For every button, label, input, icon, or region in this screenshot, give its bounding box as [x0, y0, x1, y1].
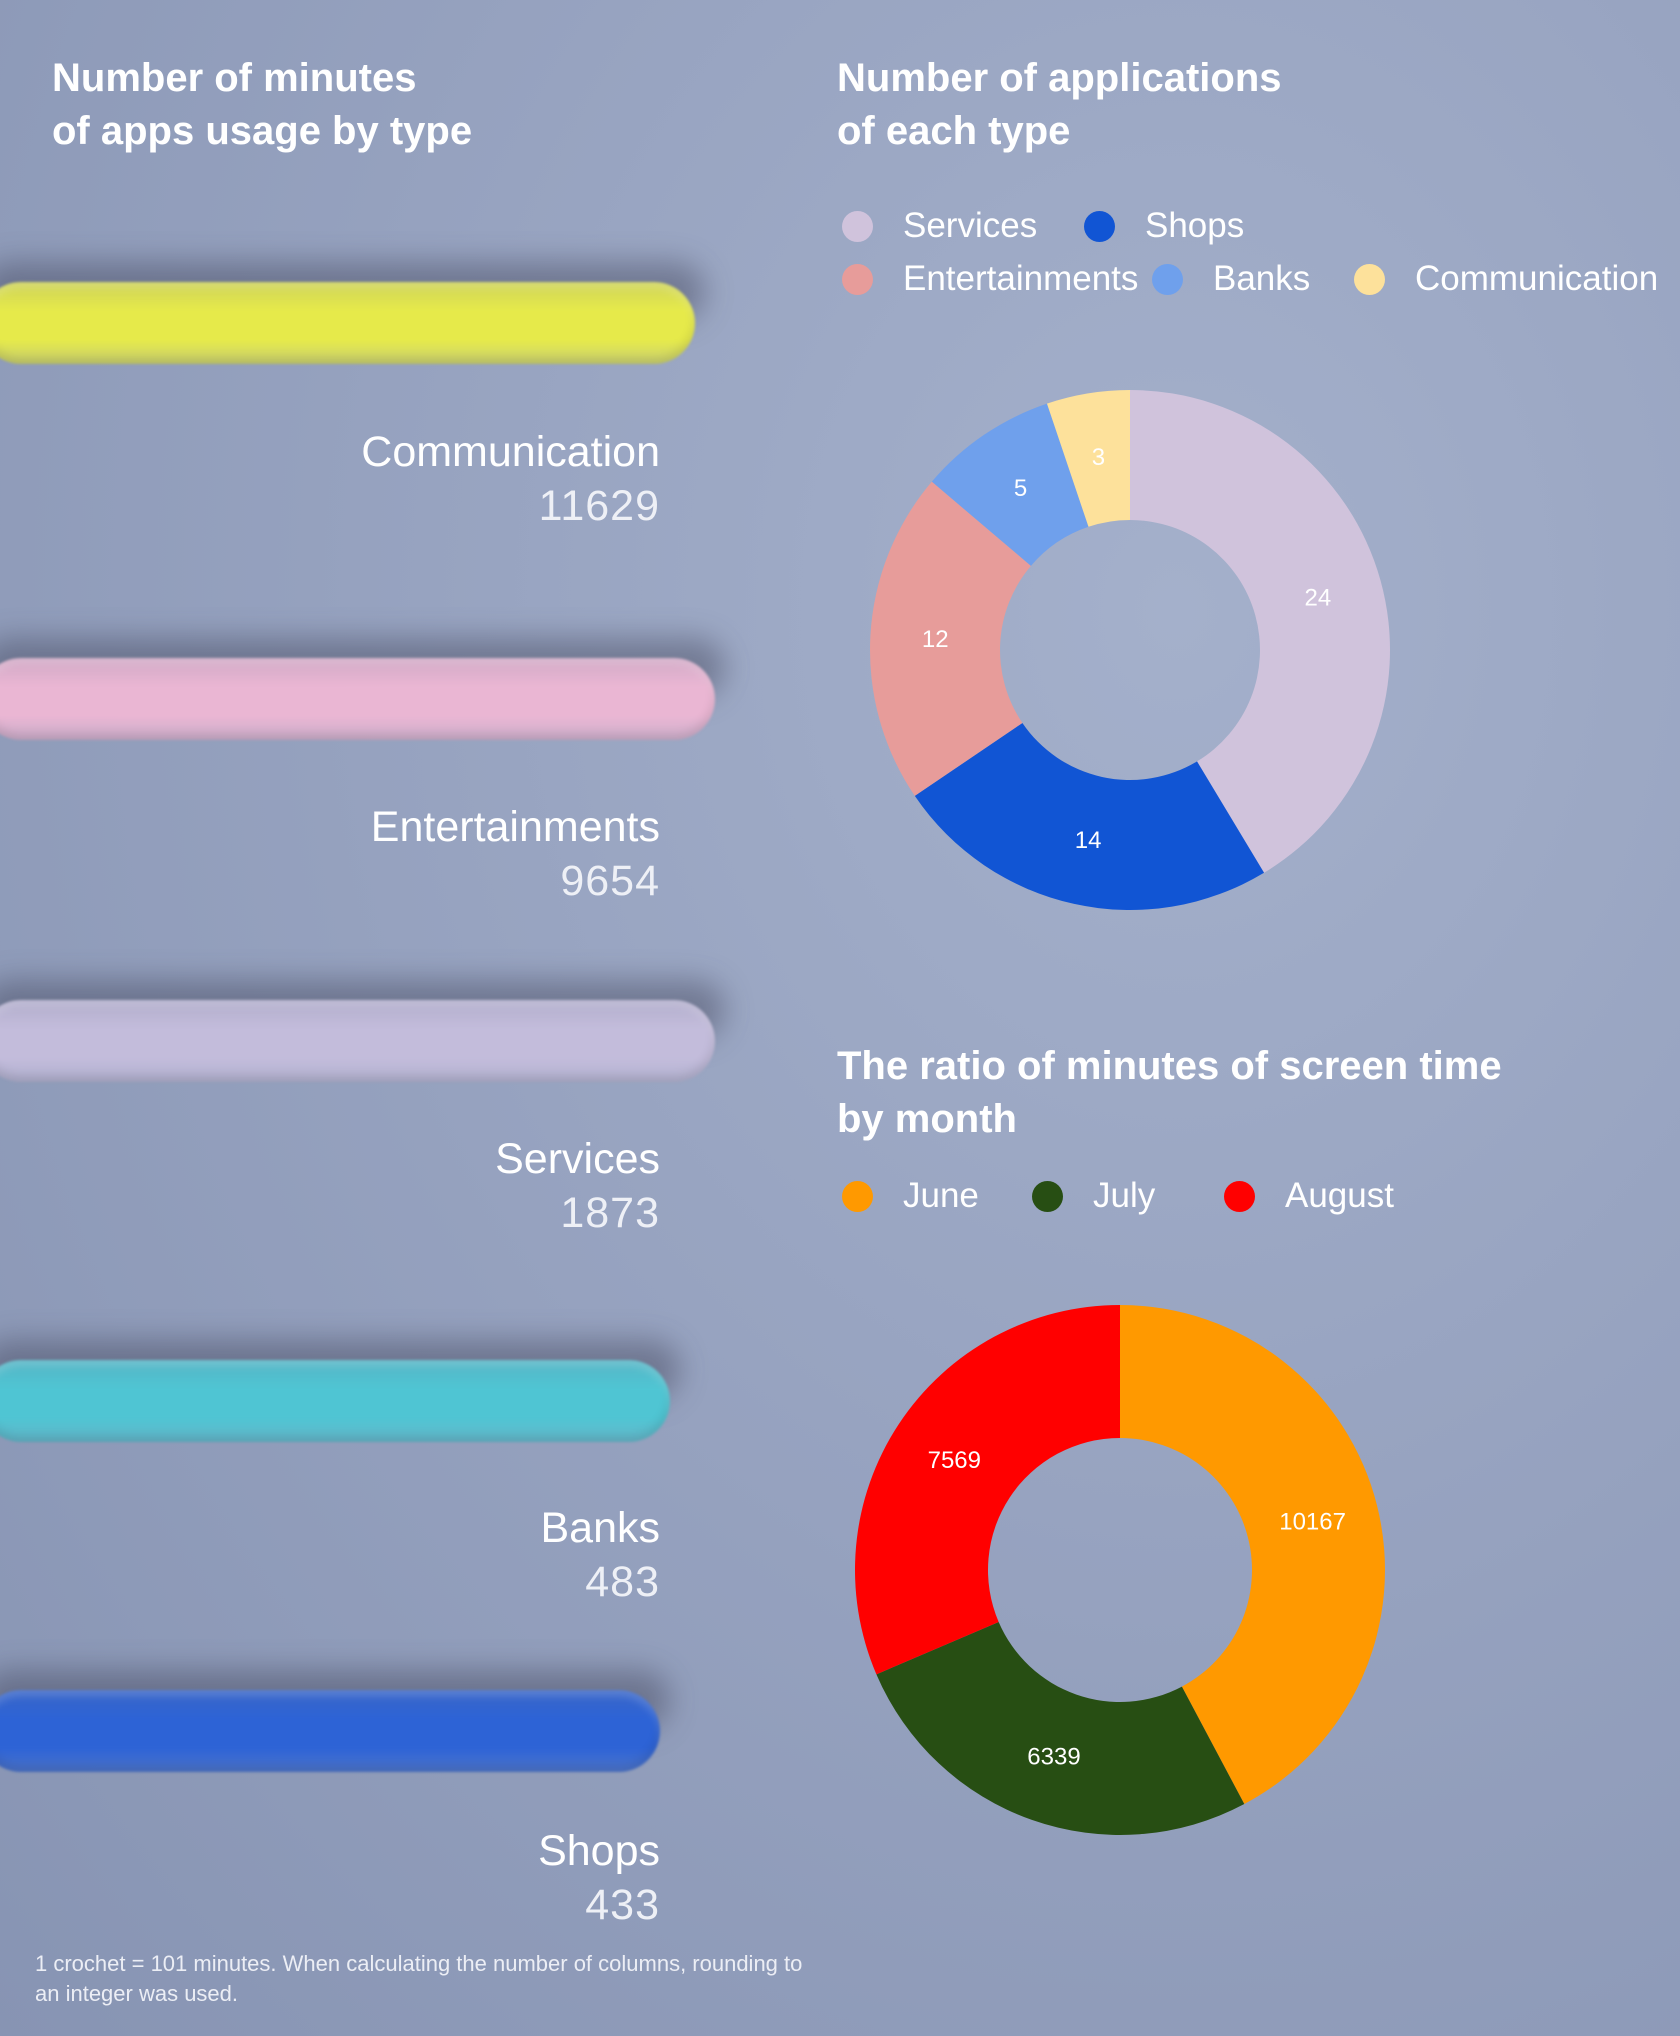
legend-label: Entertainments — [903, 259, 1139, 298]
pipe-bar-communication — [0, 282, 695, 364]
category-value: 433 — [585, 1881, 660, 1929]
legend-swatch — [842, 1180, 873, 1212]
legend-item: June — [842, 1176, 979, 1216]
footnote: 1 crochet = 101 minutes. When calculatin… — [35, 1951, 803, 2006]
donut-slice-banks — [931, 403, 1089, 566]
slice-value-label: 7569 — [928, 1447, 981, 1474]
slice-value-label: 3 — [1092, 444, 1105, 471]
legend-item: Services — [842, 206, 1037, 246]
legend-item: July — [1032, 1176, 1155, 1216]
category-label: Banks — [540, 1504, 660, 1552]
category-value: 11629 — [538, 482, 660, 530]
category-value: 9654 — [560, 857, 660, 905]
category-value: 1873 — [560, 1189, 660, 1237]
legend-swatch — [1152, 263, 1183, 295]
slice-value-label: 14 — [1075, 827, 1102, 854]
pipe-bar-entertainments — [0, 658, 715, 740]
donut-slice-entertainments — [870, 481, 1031, 796]
donut-slice-shops — [914, 722, 1265, 910]
slice-value-label: 24 — [1305, 584, 1332, 611]
apps-count-donut: 24 14 12 5 3 — [870, 390, 1390, 910]
category-label: Shops — [538, 1827, 660, 1875]
category-value: 483 — [585, 1558, 660, 1606]
legend-item: August — [1224, 1176, 1394, 1216]
legend-swatch — [1032, 1180, 1063, 1212]
legend-label: Banks — [1213, 259, 1311, 298]
legend-label: Services — [903, 206, 1038, 245]
legend-item: Entertainments — [842, 259, 1138, 299]
screen-time-chart-title: The ratio of minutes of screen time by m… — [837, 1044, 1502, 1141]
pipe-bar-shops — [0, 1690, 660, 1772]
slice-value-label: 6339 — [1027, 1744, 1080, 1771]
legend-label: June — [903, 1176, 979, 1215]
legend-label: Communication — [1415, 259, 1659, 298]
pipe-bar-services — [0, 1000, 715, 1082]
apps-count-chart-title: Number of applications of each type — [837, 56, 1282, 153]
legend-label: August — [1285, 1176, 1394, 1215]
legend-swatch — [1354, 263, 1385, 295]
legend-label: July — [1093, 1176, 1156, 1215]
legend-swatch — [1084, 210, 1115, 242]
legend-item: Banks — [1152, 259, 1310, 299]
slice-value-label: 5 — [1014, 475, 1027, 502]
slice-value-label: 12 — [922, 626, 949, 653]
category-label: Entertainments — [370, 803, 660, 851]
legend-swatch — [842, 263, 873, 295]
legend-item: Shops — [1084, 206, 1244, 246]
donut-slice-june — [1120, 1305, 1385, 1805]
legend-item: Communication — [1354, 259, 1658, 299]
category-label: Communication — [361, 428, 660, 476]
pipe-bar-banks — [0, 1360, 670, 1442]
screen-time-donut: 10167 6339 7569 — [855, 1305, 1385, 1835]
donut-slice-communication — [1046, 390, 1130, 527]
donut-slice-august — [855, 1305, 1120, 1675]
legend-swatch — [1224, 1180, 1255, 1212]
legend-label: Shops — [1145, 206, 1245, 245]
donut-slice-services — [1130, 390, 1390, 873]
donut-slice-july — [876, 1621, 1245, 1835]
slice-value-label: 10167 — [1279, 1509, 1346, 1536]
minutes-chart-title: Number of minutes of apps usage by type — [52, 56, 473, 153]
category-label: Services — [495, 1135, 660, 1183]
legend-swatch — [842, 210, 873, 242]
